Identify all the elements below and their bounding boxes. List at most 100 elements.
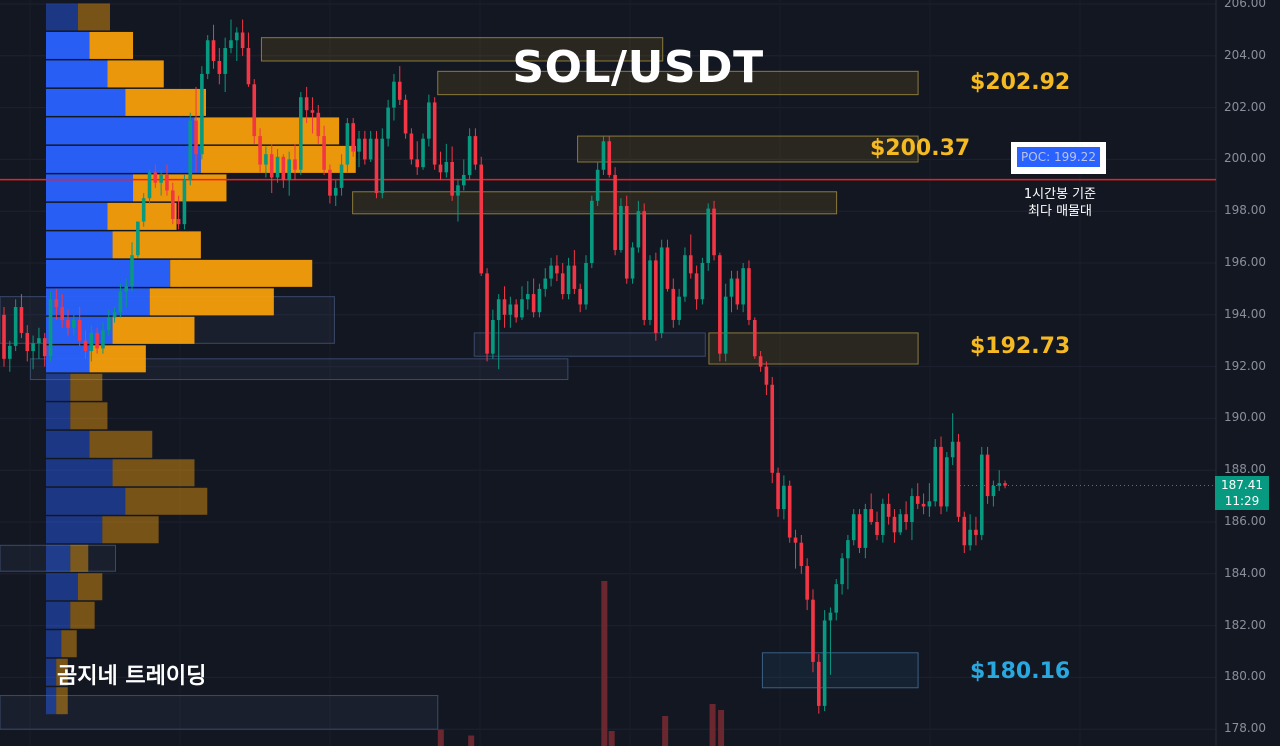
- candle-body: [235, 32, 239, 41]
- volume-profile-buy-bar: [46, 573, 78, 601]
- volume-profile-sell-bar: [133, 174, 227, 202]
- candle-body: [200, 73, 204, 155]
- candle-body: [508, 304, 513, 315]
- volume-profile-buy-bar: [46, 3, 78, 31]
- candle-body: [31, 343, 35, 352]
- candle-body: [275, 156, 280, 178]
- candle-body: [246, 48, 251, 85]
- candle-body: [328, 169, 332, 196]
- volume-bar: [718, 710, 725, 746]
- volume-profile-buy-bar: [46, 516, 103, 544]
- price-tick-label: 196.00: [1224, 255, 1266, 269]
- volume-profile-buy-bar: [46, 231, 113, 259]
- candle-body: [374, 138, 379, 194]
- supply-demand-zone: [473, 332, 706, 357]
- candle-body: [805, 566, 809, 600]
- volume-profile-buy-bar: [46, 174, 134, 202]
- price-tick-label: 186.00: [1224, 514, 1266, 528]
- volume-profile-sell-bar: [78, 3, 110, 31]
- candle-body: [793, 537, 798, 543]
- poc-badge: POC: 199.22: [1011, 142, 1106, 174]
- candle-body: [892, 516, 897, 533]
- candle-body: [659, 247, 664, 333]
- candle-body: [898, 514, 903, 533]
- candle-body: [572, 265, 577, 289]
- candle-body: [8, 345, 12, 359]
- volume-profile-sell-bar: [107, 60, 164, 88]
- candle-body: [211, 40, 216, 61]
- price-tick-label: 194.00: [1224, 306, 1266, 321]
- candle-body: [432, 102, 437, 165]
- volume-profile-buy-bar: [46, 630, 62, 658]
- volume-bar: [437, 729, 444, 746]
- candle-body: [921, 503, 926, 507]
- candle-body: [159, 174, 163, 183]
- candle-body: [526, 294, 530, 300]
- candle-body: [2, 314, 6, 359]
- candle-body: [991, 485, 996, 497]
- candle-body: [258, 136, 262, 165]
- volume-profile-buy-bar: [46, 202, 108, 230]
- candle-body: [770, 384, 775, 473]
- candle-body: [694, 273, 699, 300]
- candle-body: [549, 265, 553, 279]
- candle-body: [630, 247, 635, 279]
- candle-body: [363, 138, 367, 160]
- candle-body: [945, 457, 949, 507]
- candle-body: [182, 180, 187, 225]
- volume-profile-buy-bar: [46, 259, 171, 287]
- volume-profile-sell-bar: [89, 31, 134, 59]
- supply-demand-zone: [0, 544, 117, 572]
- candle-body: [124, 286, 129, 292]
- candle-body: [578, 288, 582, 305]
- candle-body: [799, 542, 804, 567]
- candle-body: [223, 48, 227, 74]
- candle-body: [450, 161, 454, 196]
- candle-body: [176, 218, 181, 225]
- volume-profile-buy-bar: [46, 145, 201, 173]
- supply-demand-zone: [352, 191, 838, 215]
- candle-body: [537, 288, 542, 313]
- price-tick-label: 182.00: [1224, 617, 1266, 632]
- candle-body: [968, 529, 972, 546]
- supply-demand-zone: [708, 332, 919, 365]
- candle-body: [613, 174, 617, 251]
- candle-body: [205, 40, 210, 74]
- current-price-badge: 187.41 11:29: [1215, 476, 1269, 510]
- volume-profile-buy-bar: [46, 658, 57, 686]
- candle-body: [601, 141, 606, 170]
- volume-profile-sell-bar: [112, 316, 195, 344]
- candle-body: [217, 60, 222, 74]
- candle-body: [1003, 483, 1007, 486]
- candle-body: [706, 208, 711, 263]
- candle-body: [752, 319, 757, 357]
- candle-body: [281, 156, 286, 181]
- candle-body: [671, 288, 676, 320]
- candle-body: [700, 263, 705, 300]
- level-label-202-92: $202.92: [970, 69, 1071, 95]
- candle-body: [368, 138, 373, 160]
- volume-profile-buy-bar: [46, 487, 126, 515]
- candle-body: [438, 164, 443, 173]
- candle-body: [962, 516, 967, 546]
- candle-body: [264, 154, 268, 165]
- volume-profile-buy-bar: [46, 345, 90, 373]
- candle-body: [677, 296, 681, 320]
- candle-body: [403, 99, 408, 134]
- candle-body: [904, 514, 908, 522]
- candle-body: [310, 110, 315, 113]
- volume-bar: [601, 581, 608, 746]
- candle-body: [869, 509, 873, 522]
- volume-profile-buy-bar: [46, 544, 71, 572]
- volume-profile-buy-bar: [46, 601, 71, 629]
- candle-body: [19, 307, 24, 333]
- volume-profile-sell-bar: [112, 459, 195, 487]
- candle-body: [409, 133, 414, 160]
- volume-profile-sell-bar: [112, 231, 201, 259]
- volume-profile-sell-bar: [125, 487, 208, 515]
- candle-body: [83, 340, 88, 352]
- volume-profile-sell-bar: [89, 430, 153, 458]
- candle-body: [828, 612, 833, 621]
- candle-body: [456, 185, 460, 196]
